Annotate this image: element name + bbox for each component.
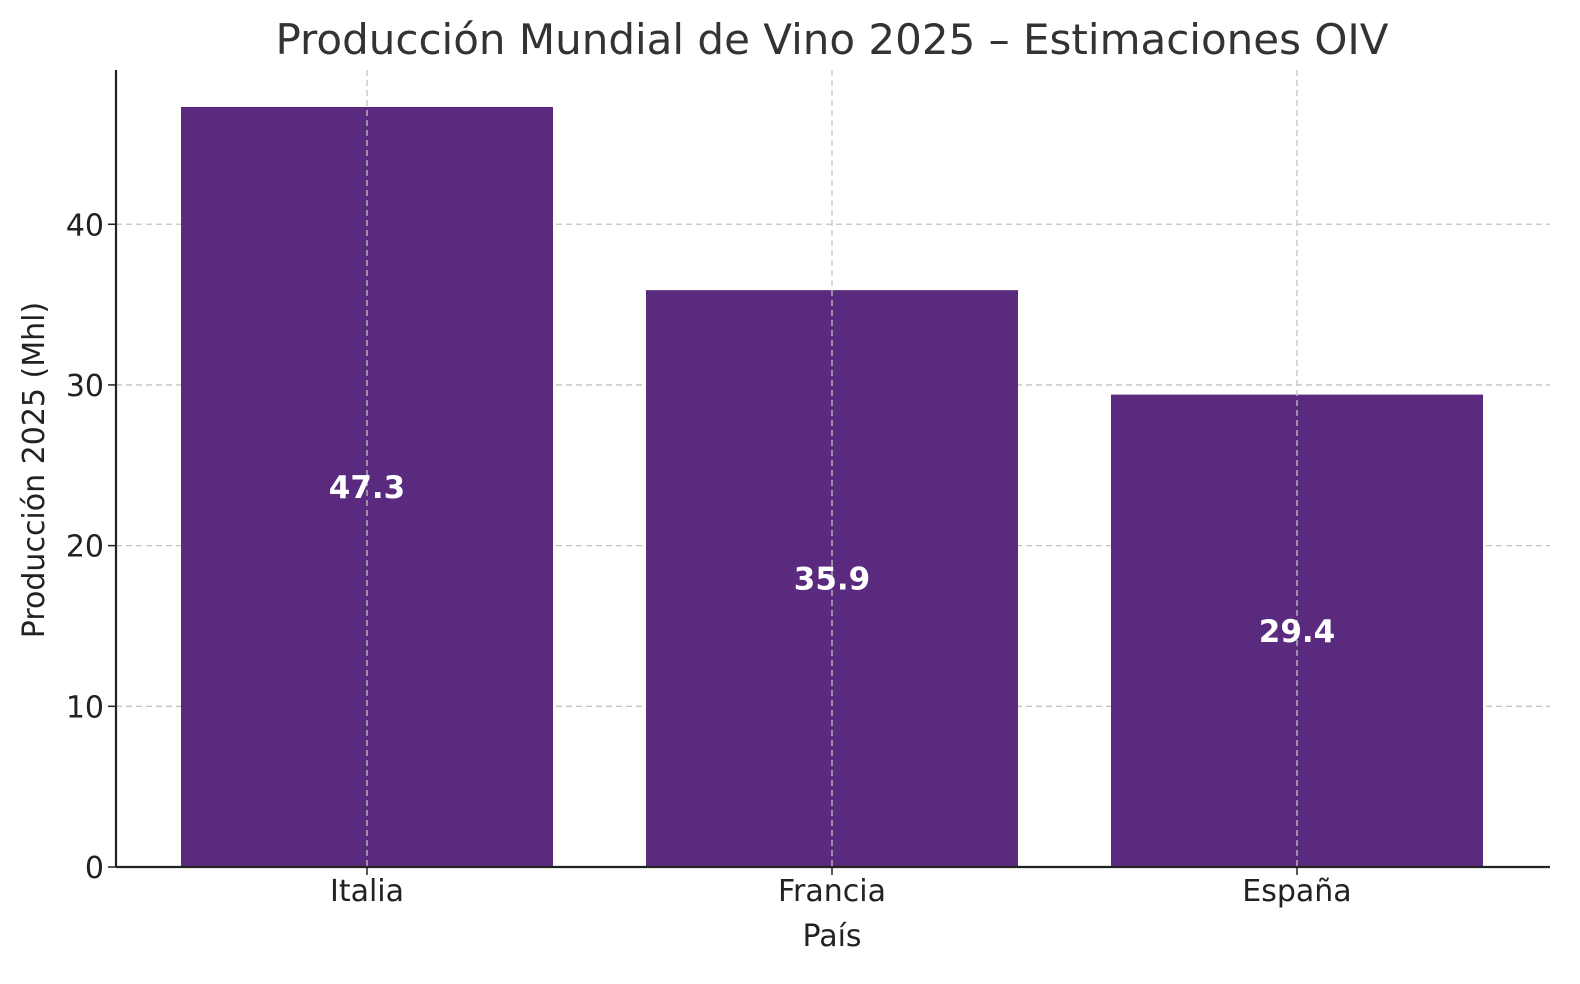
bar-value-label: 35.9 bbox=[794, 562, 871, 598]
y-tick-label: 40 bbox=[66, 208, 104, 243]
x-tick-label: Francia bbox=[778, 874, 886, 909]
axes bbox=[114, 70, 1550, 869]
y-tick-label: 20 bbox=[66, 530, 104, 565]
y-tick-label: 30 bbox=[66, 369, 104, 404]
bar-value-label: 47.3 bbox=[329, 470, 406, 506]
chart-title: Producción Mundial de Vino 2025 – Estima… bbox=[275, 15, 1388, 64]
y-ticks: 0 10 20 30 40 bbox=[66, 208, 116, 886]
y-tick-label: 10 bbox=[66, 690, 104, 725]
y-axis-title: Producción 2025 (Mhl) bbox=[17, 302, 52, 638]
x-axis-title: País bbox=[802, 919, 861, 954]
x-tick-label: Italia bbox=[330, 874, 404, 909]
bar-value-label: 29.4 bbox=[1259, 614, 1336, 650]
y-tick-label: 0 bbox=[85, 851, 104, 886]
x-ticks: Italia Francia España bbox=[330, 867, 1352, 909]
x-tick-label: España bbox=[1242, 874, 1351, 909]
value-labels: 47.3 35.9 29.4 bbox=[329, 70, 1336, 867]
